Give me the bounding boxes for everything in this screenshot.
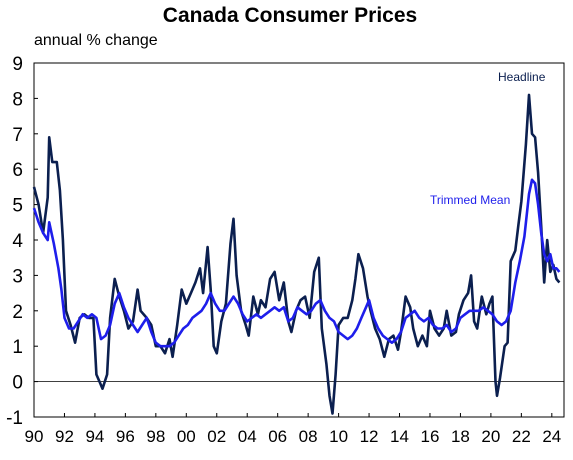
x-tick-label: 06: [268, 427, 287, 446]
y-tick-label: 4: [12, 231, 23, 252]
x-tick-label: 24: [542, 427, 561, 446]
x-tick-label: 92: [55, 427, 74, 446]
x-tick-label: 10: [329, 427, 348, 446]
chart-subtitle: annual % change: [34, 32, 158, 49]
series-label-trimmed-mean: Trimmed Mean: [430, 193, 510, 207]
series-label-headline: Headline: [498, 70, 546, 84]
x-tick-label: 00: [177, 427, 196, 446]
x-tick-label: 94: [85, 427, 104, 446]
y-tick-label: 1: [12, 337, 23, 358]
y-tick-label: 9: [12, 54, 23, 75]
y-tick-label: 7: [12, 125, 23, 146]
x-tick-label: 14: [390, 427, 409, 446]
x-tick-label: 08: [299, 427, 318, 446]
x-tick-label: 02: [207, 427, 226, 446]
x-tick-label: 16: [421, 427, 440, 446]
x-tick-label: 22: [512, 427, 531, 446]
x-tick-label: 12: [360, 427, 379, 446]
y-tick-label: 2: [12, 302, 23, 323]
x-tick-label: 98: [146, 427, 165, 446]
series-line-trimmed-mean: [32, 178, 561, 348]
y-tick-label: 3: [12, 266, 23, 287]
x-tick-label: 96: [116, 427, 135, 446]
plot-frame: [33, 62, 565, 418]
y-tick-label: 5: [12, 196, 23, 217]
series-lines: [32, 93, 561, 415]
y-axis: 9 8 7 6 5 4 3 2 1 0 -1: [6, 54, 38, 429]
series-line-headline: [32, 93, 561, 415]
x-axis: 90 92 94 96 98 00 02 04 06 08 10 12 14 16 18 20 22 24: [25, 413, 561, 446]
x-tick-label: 90: [25, 427, 44, 446]
y-tick-label: -1: [6, 408, 23, 429]
x-tick-label: 04: [238, 427, 257, 446]
y-tick-label: 0: [12, 373, 23, 394]
y-tick-label: 6: [12, 160, 23, 181]
x-tick-label: 18: [451, 427, 470, 446]
chart-title: Canada Consumer Prices: [163, 4, 417, 27]
x-tick-label: 20: [481, 427, 500, 446]
y-tick-label: 8: [12, 89, 23, 110]
